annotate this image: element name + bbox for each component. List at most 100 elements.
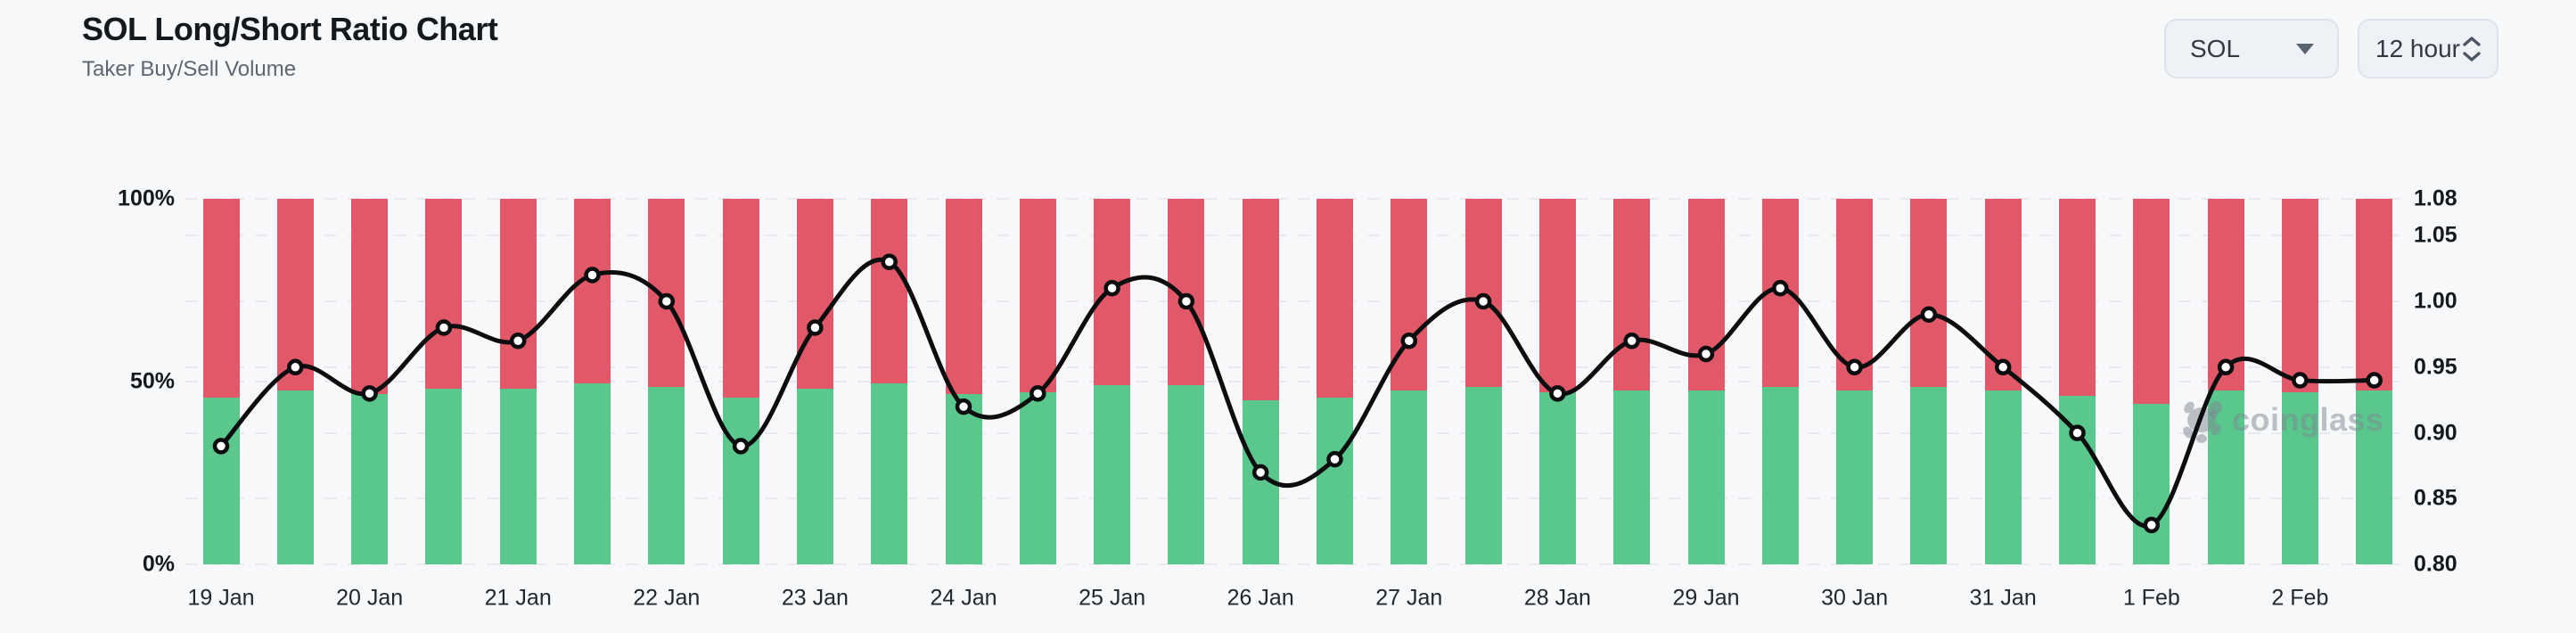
symbol-select-value: SOL xyxy=(2190,34,2241,62)
sell-segment xyxy=(871,199,908,384)
caret-down-icon xyxy=(2296,43,2314,54)
stacked-bar[interactable] xyxy=(1984,199,2022,564)
line-marker[interactable] xyxy=(212,438,230,455)
stacked-bar[interactable] xyxy=(351,199,389,564)
line-marker[interactable] xyxy=(2217,358,2235,376)
interval-select[interactable]: 12 hour xyxy=(2358,19,2498,78)
right-axis-tick: 1.08 xyxy=(2414,185,2457,211)
right-axis-tick: 1.05 xyxy=(2414,222,2457,248)
gridline xyxy=(185,497,2400,500)
stacked-bar[interactable] xyxy=(1910,199,1948,564)
x-axis-date-label: 30 Jan xyxy=(1821,585,1889,611)
stacked-bar[interactable] xyxy=(574,199,611,564)
line-marker[interactable] xyxy=(1623,333,1640,349)
line-marker[interactable] xyxy=(1846,358,1863,376)
line-marker[interactable] xyxy=(2069,424,2086,441)
line-marker[interactable] xyxy=(1326,450,1343,468)
stacked-bar[interactable] xyxy=(722,199,759,564)
x-axis-date-label: 26 Jan xyxy=(1226,585,1294,611)
gridline xyxy=(185,198,2400,200)
right-axis-tick: 0.90 xyxy=(2414,420,2457,446)
line-marker[interactable] xyxy=(2143,516,2161,534)
stacked-bar[interactable] xyxy=(2281,199,2318,564)
line-marker[interactable] xyxy=(1474,292,1492,310)
line-marker[interactable] xyxy=(1030,385,1046,402)
buy-segment xyxy=(499,389,537,564)
stacked-bar[interactable] xyxy=(2059,199,2096,564)
stacked-bar[interactable] xyxy=(1168,199,1205,564)
x-axis-date-label: 19 Jan xyxy=(187,585,255,611)
left-axis-tick: 100% xyxy=(118,185,175,211)
line-marker[interactable] xyxy=(1549,385,1566,402)
sell-segment xyxy=(796,199,833,390)
stacked-bar[interactable] xyxy=(1538,199,1576,564)
line-marker[interactable] xyxy=(1251,464,1269,481)
stacked-bar[interactable] xyxy=(1613,199,1651,564)
line-marker[interactable] xyxy=(955,398,972,415)
chart-controls: SOL 12 hour xyxy=(2164,19,2498,78)
sell-segment xyxy=(351,199,389,395)
left-axis-tick: 0% xyxy=(142,551,175,577)
chevrons-up-down-icon xyxy=(2463,36,2481,62)
buy-segment xyxy=(1168,385,1205,564)
gridline xyxy=(185,563,2400,565)
line-marker[interactable] xyxy=(1772,279,1789,297)
right-axis-tick: 1.00 xyxy=(2414,288,2457,314)
sell-segment xyxy=(425,199,463,390)
stacked-bar[interactable] xyxy=(945,199,982,564)
buy-segment xyxy=(1019,392,1056,564)
buy-segment xyxy=(1538,392,1576,564)
line-marker[interactable] xyxy=(509,333,527,349)
line-marker[interactable] xyxy=(287,358,304,376)
sell-segment xyxy=(2059,199,2096,397)
stacked-bar[interactable] xyxy=(1242,199,1279,564)
stacked-bar[interactable] xyxy=(871,199,908,564)
stacked-bar[interactable] xyxy=(1317,199,1353,564)
buy-segment xyxy=(796,389,833,564)
stacked-bar[interactable] xyxy=(276,199,314,564)
buy-segment xyxy=(1317,398,1353,564)
x-axis-date-label: 29 Jan xyxy=(1672,585,1740,611)
stacked-bar[interactable] xyxy=(2133,199,2170,564)
buy-segment xyxy=(574,383,611,564)
gridline xyxy=(185,300,2400,302)
sell-segment xyxy=(276,199,314,391)
x-axis-date-label: 27 Jan xyxy=(1375,585,1443,611)
buy-segment xyxy=(2133,403,2170,564)
line-marker[interactable] xyxy=(1177,292,1195,310)
line-marker[interactable] xyxy=(1103,279,1120,297)
stacked-bar[interactable] xyxy=(1464,199,1502,564)
line-marker[interactable] xyxy=(1400,333,1418,349)
sell-segment xyxy=(2133,199,2170,404)
stacked-bar[interactable] xyxy=(425,199,463,564)
page-subtitle: Taker Buy/Sell Volume xyxy=(82,57,297,81)
buy-segment xyxy=(1836,390,1874,564)
line-marker[interactable] xyxy=(1994,358,2012,376)
line-marker[interactable] xyxy=(584,267,601,284)
stacked-bar[interactable] xyxy=(796,199,833,564)
sell-segment xyxy=(1910,199,1948,388)
symbol-select[interactable]: SOL xyxy=(2164,19,2339,78)
buy-segment xyxy=(871,383,908,564)
buy-segment xyxy=(2356,390,2393,564)
line-marker[interactable] xyxy=(435,319,453,336)
line-marker[interactable] xyxy=(881,253,898,270)
stacked-bar[interactable] xyxy=(2356,199,2393,564)
x-axis-date-label: 31 Jan xyxy=(1969,585,2037,611)
stacked-bar[interactable] xyxy=(499,199,537,564)
line-marker[interactable] xyxy=(361,385,378,402)
line-marker[interactable] xyxy=(658,292,676,310)
stacked-bar[interactable] xyxy=(1391,199,1428,564)
right-axis-tick: 0.95 xyxy=(2414,354,2457,380)
line-marker[interactable] xyxy=(732,438,750,455)
sell-segment xyxy=(1613,199,1651,391)
stacked-bar[interactable] xyxy=(1019,199,1056,564)
buy-segment xyxy=(648,387,685,564)
stacked-bar[interactable] xyxy=(648,199,685,564)
line-marker[interactable] xyxy=(2292,372,2309,389)
stacked-bar[interactable] xyxy=(202,199,240,564)
line-marker[interactable] xyxy=(1697,345,1715,363)
line-marker[interactable] xyxy=(1920,306,1938,324)
line-marker[interactable] xyxy=(2366,372,2383,389)
line-marker[interactable] xyxy=(807,319,824,336)
